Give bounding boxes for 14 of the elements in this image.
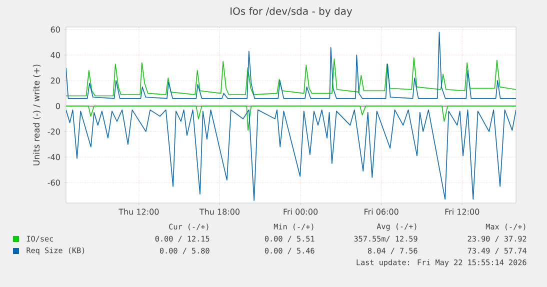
y-tick-label: -20 bbox=[48, 128, 60, 135]
x-tick-label: Thu 18:00 bbox=[199, 208, 240, 215]
y-axis-title: Units read (-) / write (+) bbox=[32, 64, 41, 166]
y-tick-label: 20 bbox=[50, 78, 60, 84]
x-tick-label: Fri 00:00 bbox=[284, 208, 318, 215]
y-tick-label: 40 bbox=[50, 52, 60, 58]
y-tick-label: -40 bbox=[48, 154, 60, 160]
x-tick-label: Fri 06:00 bbox=[364, 208, 398, 215]
x-tick-label: Fri 12:00 bbox=[445, 208, 480, 215]
y-tick-label: 0 bbox=[56, 103, 60, 110]
x-tick-label: Thu 12:00 bbox=[118, 208, 159, 215]
y-tick-label: 60 bbox=[50, 26, 60, 33]
y-tick-label: -60 bbox=[48, 180, 60, 186]
chart-title: IOs for /dev/sda - by day bbox=[230, 7, 352, 17]
